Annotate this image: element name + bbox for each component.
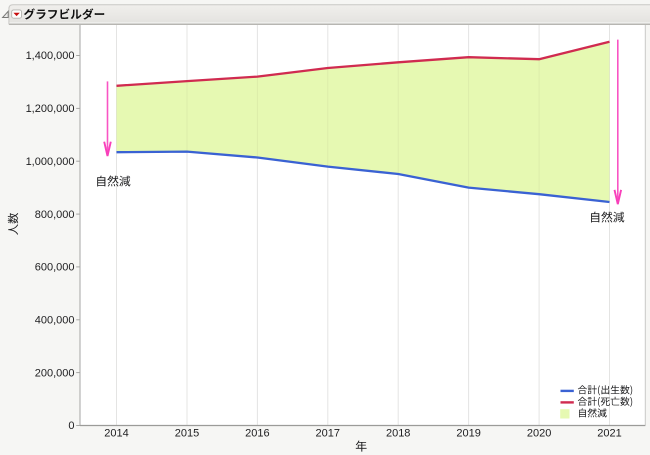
svg-text:0: 0 [68, 420, 74, 432]
svg-text:2021: 2021 [597, 427, 621, 439]
svg-text:2014: 2014 [104, 427, 128, 439]
svg-text:2018: 2018 [386, 427, 410, 439]
svg-text:800,000: 800,000 [35, 209, 75, 221]
svg-text:1,000,000: 1,000,000 [26, 156, 75, 168]
svg-text:200,000: 200,000 [35, 367, 75, 379]
svg-text:1,400,000: 1,400,000 [26, 50, 75, 62]
svg-text:2015: 2015 [175, 427, 199, 439]
svg-text:600,000: 600,000 [35, 262, 75, 274]
svg-text:2020: 2020 [527, 427, 551, 439]
svg-text:1,200,000: 1,200,000 [26, 103, 75, 115]
svg-text:2019: 2019 [456, 427, 480, 439]
svg-text:2016: 2016 [245, 427, 269, 439]
svg-text:400,000: 400,000 [35, 315, 75, 327]
svg-text:2017: 2017 [316, 427, 340, 439]
